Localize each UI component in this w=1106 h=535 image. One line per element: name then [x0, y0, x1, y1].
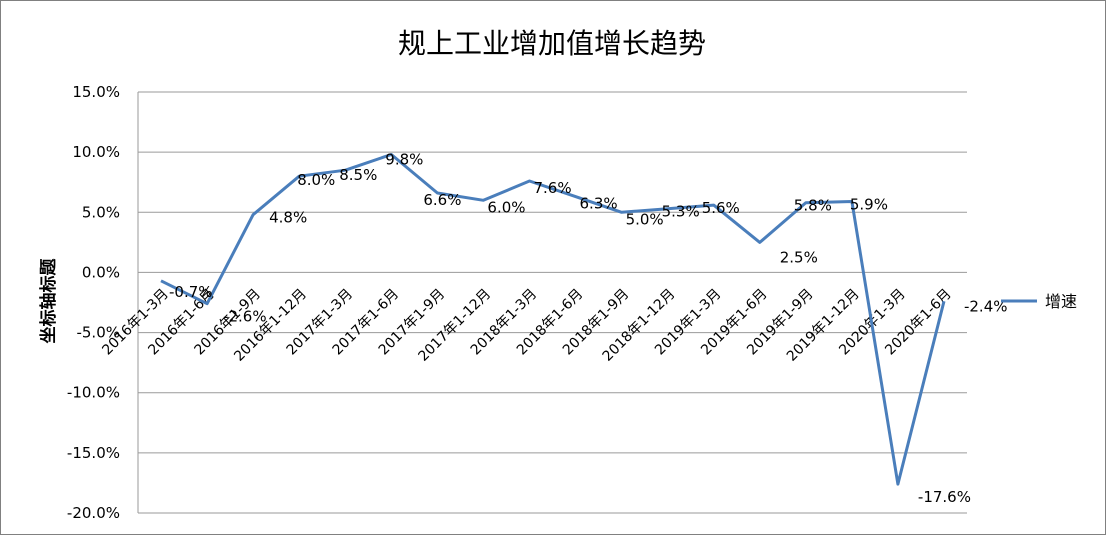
data-label: 8.0% — [297, 171, 335, 189]
data-label: 5.3% — [662, 203, 700, 221]
chart-title: 规上工业增加值增长趋势 — [398, 27, 706, 60]
gridlines — [137, 91, 967, 514]
y-tick-label: 0.0% — [82, 263, 120, 281]
legend: 增速 — [1001, 292, 1077, 311]
data-label: 5.8% — [794, 197, 832, 215]
data-label: 5.9% — [850, 195, 888, 213]
y-tick-label: -10.0% — [67, 384, 120, 402]
y-tick-label: 5.0% — [82, 203, 120, 221]
series-layer — [160, 153, 946, 486]
data-label: 6.3% — [580, 195, 618, 213]
y-tick-label: -5.0% — [76, 324, 120, 342]
data-label: 6.0% — [487, 198, 525, 216]
data-label: 8.5% — [339, 166, 377, 184]
data-label: 2.5% — [780, 248, 818, 266]
data-label: -0.7% — [169, 283, 213, 301]
y-tick-label: 15.0% — [72, 83, 120, 101]
y-tick-label: -20.0% — [67, 504, 120, 522]
data-label: -2.6% — [223, 308, 267, 326]
data-label: 4.8% — [269, 209, 307, 227]
data-label: -2.4% — [964, 297, 1008, 315]
legend-label: 增速 — [1045, 292, 1077, 311]
data-label: 6.6% — [423, 191, 461, 209]
series-line-zengsu — [160, 153, 946, 486]
data-label: 5.0% — [626, 210, 664, 228]
y-axis-ticks: 15.0% 10.0% 5.0% 0.0% -5.0% -10.0% -15.0% -20.0… — [67, 83, 120, 522]
data-label: 5.6% — [702, 199, 740, 217]
data-label: -17.6% — [918, 488, 971, 506]
y-tick-label: 10.0% — [72, 143, 120, 161]
y-tick-label: -15.0% — [67, 444, 120, 462]
data-label: 9.8% — [385, 151, 423, 169]
data-labels: -0.7% -2.6% 4.8% 8.0% 8.5% 9.8% 6.6% 6.0% 7.6% 6.… — [169, 151, 1007, 507]
data-label: 7.6% — [533, 179, 571, 197]
y-axis-title: 坐标轴标题 — [38, 258, 59, 344]
